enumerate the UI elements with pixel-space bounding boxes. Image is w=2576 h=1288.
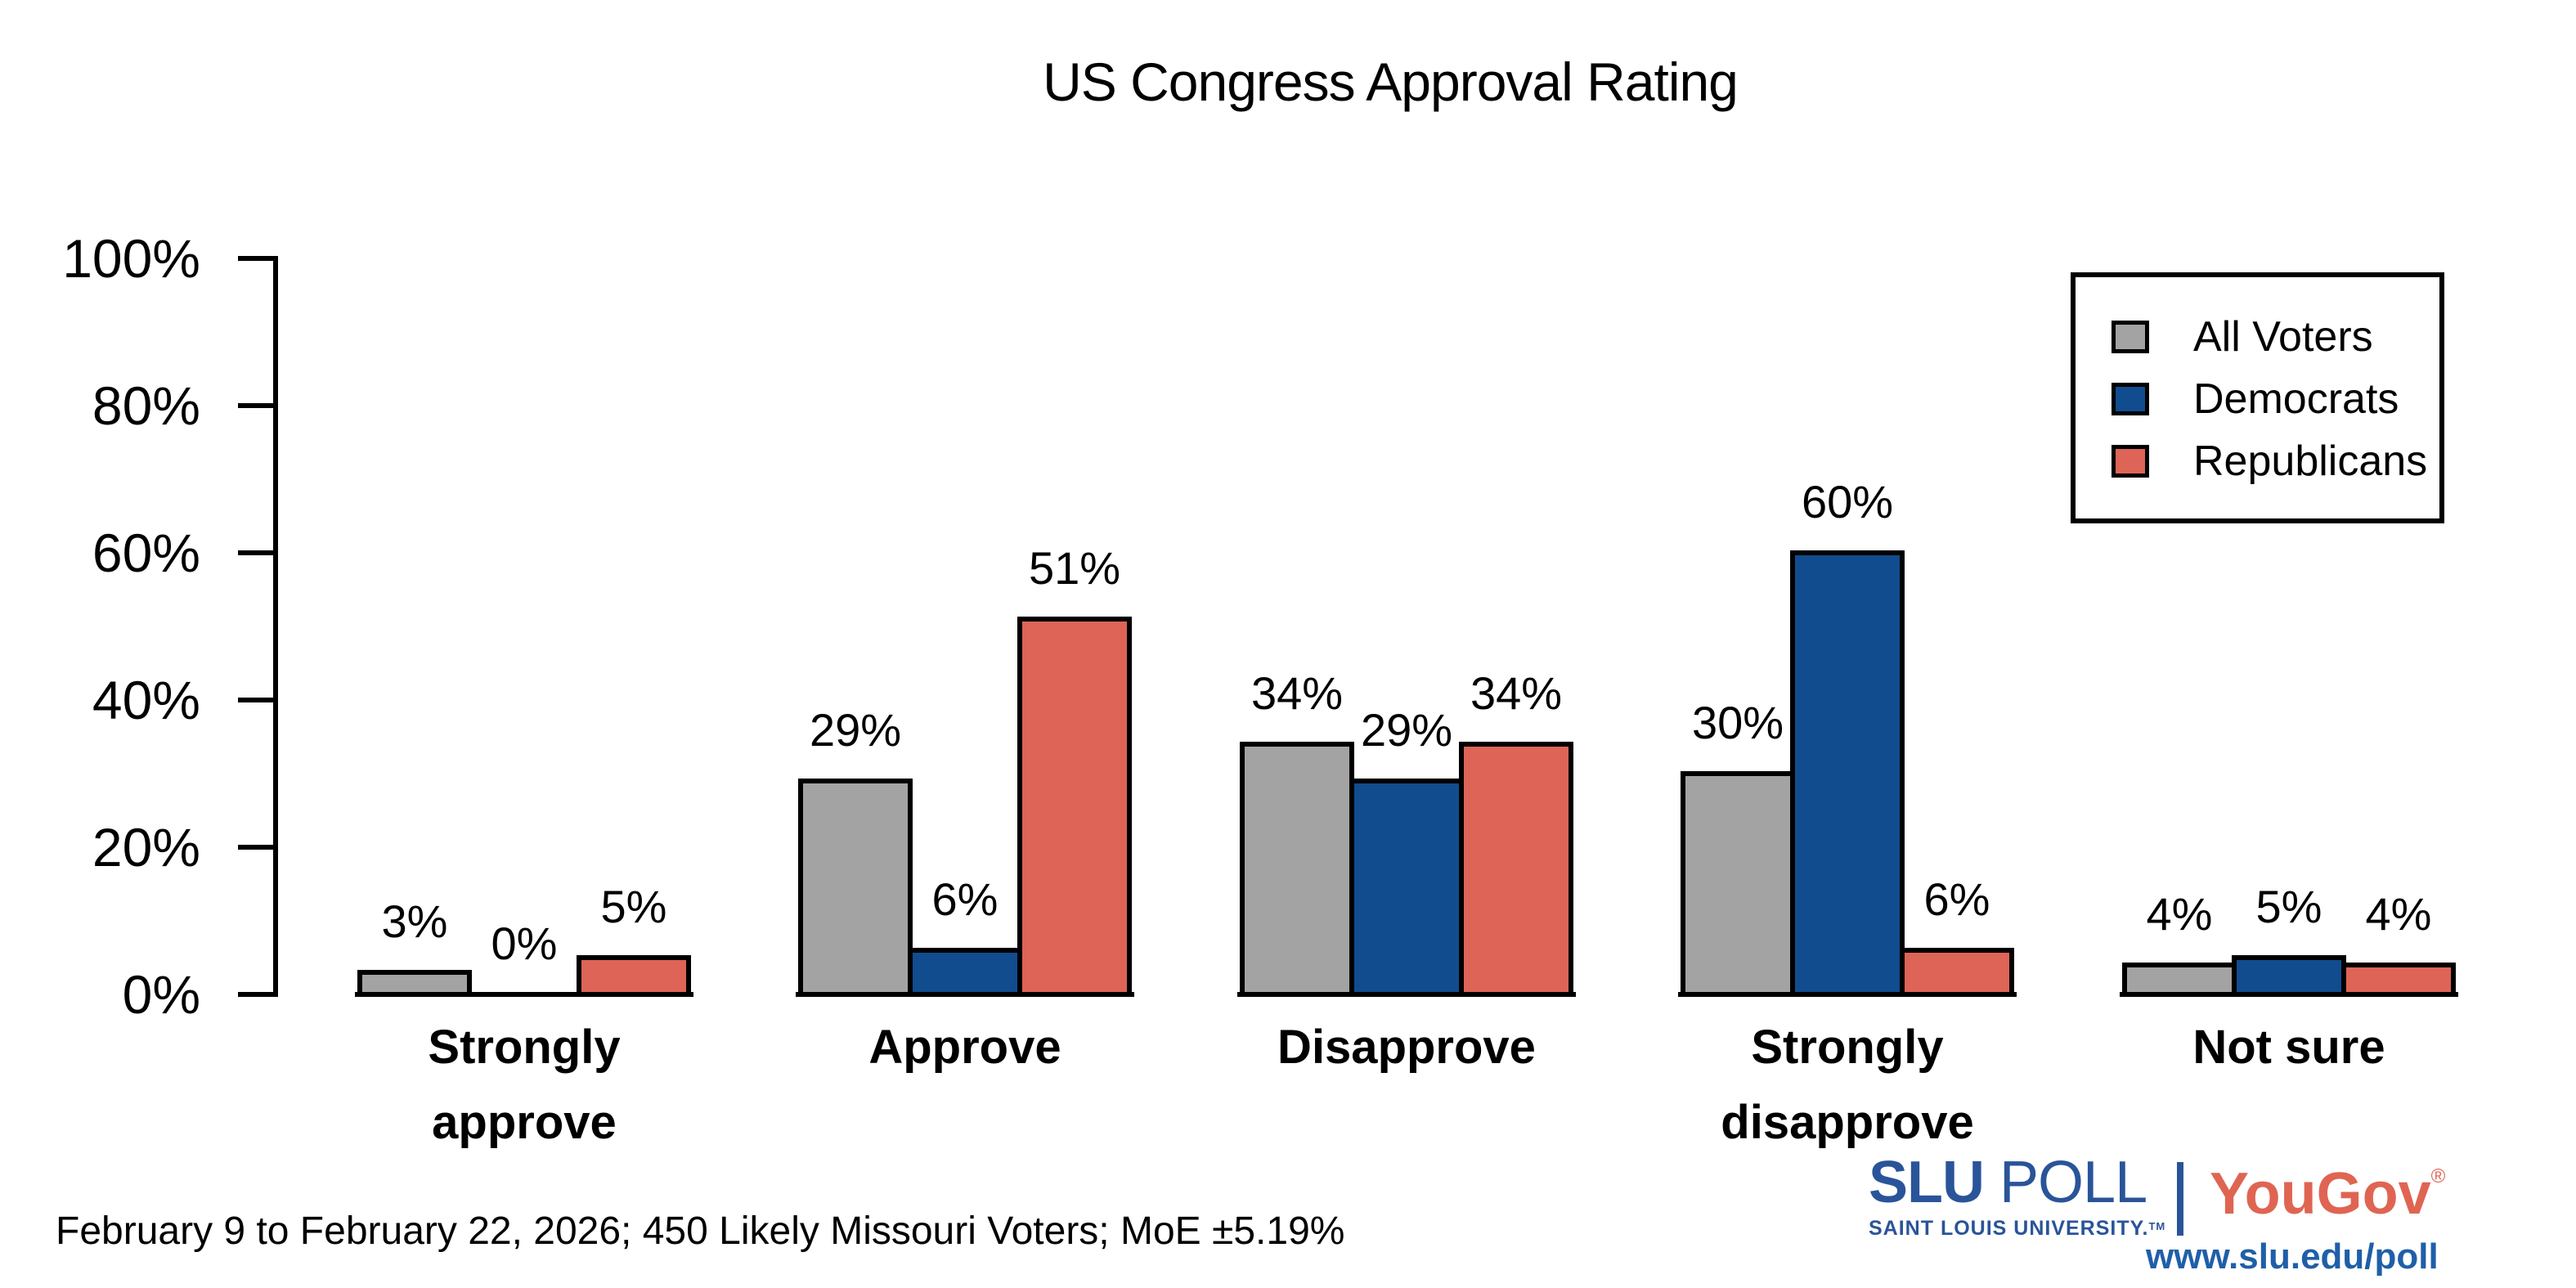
legend: All Voters Democrats Republicans <box>2071 272 2444 523</box>
y-tick-mark <box>238 256 276 261</box>
category-label-line: Strongly <box>428 1021 621 1074</box>
legend-swatch <box>2112 383 2149 415</box>
y-tick-mark <box>238 403 276 408</box>
category-label: Disapprove <box>1277 1010 1536 1085</box>
y-axis-line <box>273 256 278 997</box>
chart-title: US Congress Approval Rating <box>1043 52 1739 112</box>
bar <box>1459 742 1573 997</box>
yougov-logo: YouGov® <box>2210 1161 2446 1227</box>
bar-value-label: 4% <box>2146 888 2213 940</box>
slu-poll-url: www.slu.edu/poll <box>2146 1236 2439 1277</box>
bar-value-label: 6% <box>931 873 999 925</box>
category-label-line: Approve <box>868 1021 1061 1074</box>
category-label-line: Disapprove <box>1277 1021 1536 1074</box>
category-label-line: Not sure <box>2192 1021 2385 1074</box>
bar <box>577 955 691 997</box>
bar-value-label: 34% <box>1250 667 1344 719</box>
y-tick-mark <box>238 992 276 997</box>
y-tick-label: 20% <box>92 817 200 877</box>
bar-value-label: 29% <box>809 704 902 756</box>
legend-label: Democrats <box>2193 375 2399 423</box>
bar <box>357 970 472 997</box>
bar <box>1017 617 1132 997</box>
bar <box>2122 963 2237 997</box>
bar-value-label: 5% <box>600 881 667 932</box>
legend-label: Republicans <box>2193 438 2428 485</box>
y-tick-label: 80% <box>92 375 200 436</box>
slu-subtitle: SAINT LOUIS UNIVERSITY.TM <box>1869 1217 2166 1240</box>
category-label-line: disapprove <box>1721 1096 1974 1149</box>
bar-value-label: 5% <box>2255 881 2322 932</box>
y-tick-label: 60% <box>92 523 200 583</box>
trademark-symbol: TM <box>2148 1220 2166 1232</box>
bar-value-label: 6% <box>1923 873 1990 925</box>
bar <box>1349 779 1464 997</box>
slu-wordmark-bold: SLU <box>1869 1150 1985 1215</box>
y-tick-label: 0% <box>122 964 200 1025</box>
bar-value-label: 51% <box>1028 542 1121 594</box>
legend-swatch <box>2112 321 2149 353</box>
bar-value-label: 60% <box>1801 476 1894 527</box>
category-label-line: approve <box>432 1096 617 1149</box>
bar-value-label: 30% <box>1691 697 1784 748</box>
bar <box>1900 948 2014 997</box>
bar <box>908 948 1022 997</box>
footer-note: February 9 to February 22, 2026; 450 Lik… <box>56 1209 1345 1253</box>
group-baseline <box>355 992 693 997</box>
y-tick-label: 100% <box>62 228 200 289</box>
bar <box>1240 742 1354 997</box>
bar <box>798 779 913 997</box>
legend-swatch <box>2112 445 2149 478</box>
y-tick-mark <box>238 550 276 555</box>
y-tick-mark <box>238 698 276 702</box>
legend-item: Democrats <box>2112 375 2399 423</box>
bar <box>2341 963 2456 997</box>
legend-item: All Voters <box>2112 313 2373 361</box>
bar-value-label: 0% <box>491 918 558 969</box>
y-tick-mark <box>238 845 276 850</box>
category-label: Strongly disapprove <box>1721 1010 1973 1160</box>
bar-value-label: 3% <box>381 895 448 947</box>
slu-poll-logo: SLU POLL SAINT LOUIS UNIVERSITY.TM <box>1869 1153 2165 1241</box>
bar-value-label: 4% <box>2365 888 2432 940</box>
legend-item: Republicans <box>2112 438 2427 485</box>
bar <box>1681 771 1795 997</box>
slu-wordmark-light: POLL <box>1984 1150 2147 1215</box>
brand-separator-bar <box>2177 1162 2183 1236</box>
bar <box>1790 550 1905 997</box>
category-label: Approve <box>868 1010 1061 1085</box>
registered-symbol: ® <box>2430 1165 2446 1187</box>
y-tick-label: 40% <box>92 670 200 730</box>
slu-poll-wordmark: SLU POLL <box>1869 1153 2165 1212</box>
category-label: Not sure <box>2192 1010 2385 1085</box>
bar <box>2232 955 2346 997</box>
category-label: Strongly approve <box>428 1010 620 1160</box>
category-label-line: Strongly <box>1751 1021 1944 1074</box>
bar-value-label: 29% <box>1360 704 1453 756</box>
legend-label: All Voters <box>2193 313 2373 361</box>
bar-value-label: 34% <box>1470 667 1563 719</box>
